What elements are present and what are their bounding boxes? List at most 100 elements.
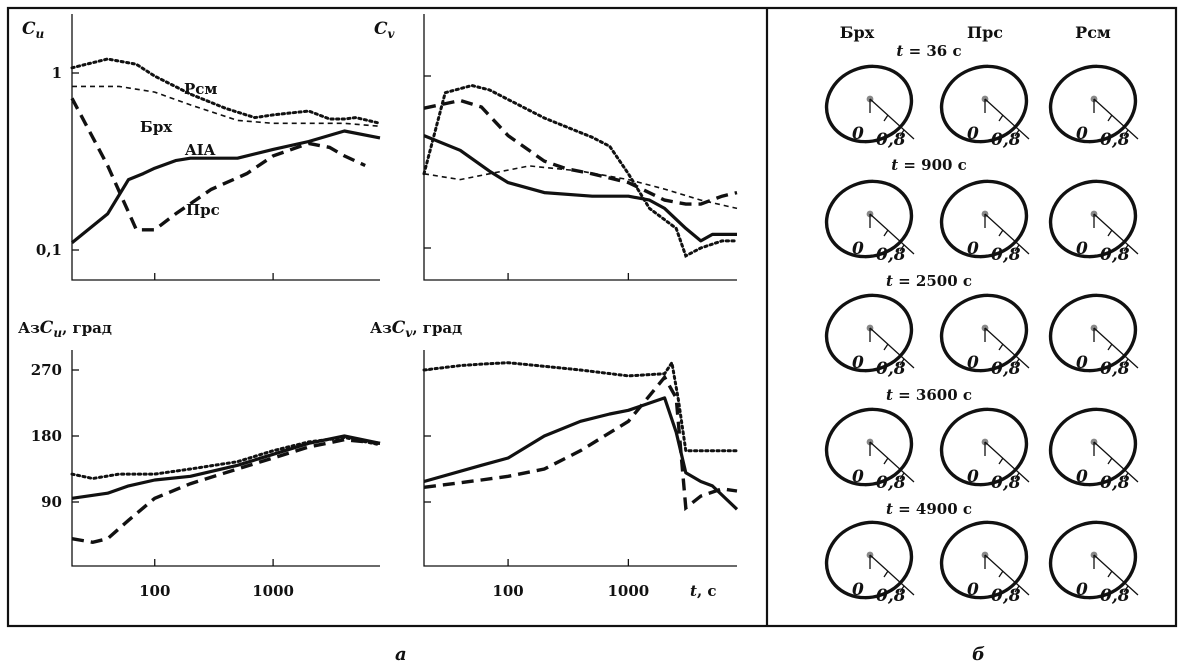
- x-tick-label: 1000: [607, 582, 649, 600]
- series-annotation: AIA: [184, 141, 216, 159]
- time-label: t = 3600 с: [886, 386, 972, 404]
- y-axis-label: АзCu, град: [18, 318, 112, 340]
- ellipse-axis: [1093, 98, 1139, 140]
- series-line-cv-2: [423, 165, 738, 210]
- chart-az-cv: 100 1000 АзCv, град t, с: [370, 318, 739, 600]
- time-var: t: [896, 42, 903, 60]
- ellipse: [939, 520, 1029, 600]
- series-line-az_cv-2: [422, 358, 739, 453]
- y-label-sub: v: [405, 326, 413, 340]
- caption-b: б: [972, 644, 985, 665]
- ellipse-axis-label-zero: 0: [1076, 467, 1088, 487]
- ellipse: [824, 293, 914, 373]
- ellipse-axis: [869, 98, 915, 140]
- chart-az-cu: 270 180 90 100 1000 АзCu, град: [18, 318, 382, 600]
- ellipse-axis-label-zero: 0: [967, 467, 979, 487]
- ellipse-axis: [984, 441, 1030, 483]
- ellipse-axis-label-value: 0,8: [1100, 359, 1130, 379]
- ellipse: [824, 64, 914, 144]
- ellipse-axis-label-value: 0,8: [991, 359, 1021, 379]
- y-label-prefix: Аз: [370, 319, 392, 337]
- ellipse-axis-label-zero: 0: [852, 580, 864, 600]
- y-label-var: C: [22, 19, 36, 39]
- series-line-cu-1: [70, 97, 366, 232]
- ellipse-axis-label-value: 0,8: [1100, 586, 1130, 606]
- ellipse-axis-label-value: 0,8: [876, 245, 906, 265]
- ellipse: [1048, 179, 1138, 259]
- chart-cu: 1 0,1 Cu Рсм Брх AIA Прс: [22, 14, 382, 281]
- y-tick-label: 180: [31, 427, 62, 445]
- series-line-cv-3: [422, 83, 739, 259]
- ellipse-axis: [1093, 441, 1139, 483]
- ellipse-axis-label-value: 0,8: [876, 473, 906, 493]
- ellipse-axis: [1093, 554, 1139, 596]
- ellipse: [939, 179, 1029, 259]
- series-line-az_cu-2: [70, 435, 382, 481]
- column-header: Брх: [840, 23, 875, 42]
- ellipse-axis-label-value: 0,8: [1100, 130, 1130, 150]
- ellipse-axis-label-zero: 0: [1076, 353, 1088, 373]
- axis-lines: [71, 14, 380, 281]
- x-tick-label: 100: [139, 582, 170, 600]
- time-label: t = 36 с: [896, 42, 961, 60]
- ellipse-axis-label-value: 0,8: [876, 130, 906, 150]
- chart-cv: Cv: [374, 14, 739, 281]
- axis-lines: [71, 350, 380, 567]
- series-line-az_cu-1: [71, 437, 381, 545]
- ellipse-axis-label-zero: 0: [852, 353, 864, 373]
- ellipse: [1048, 407, 1138, 487]
- ellipse-axis-label-zero: 0: [967, 580, 979, 600]
- ellipse-axis-label-zero: 0: [967, 239, 979, 259]
- ellipse-axis-label-zero: 0: [852, 124, 864, 144]
- ellipse: [824, 179, 914, 259]
- ellipse-axis: [1093, 327, 1139, 369]
- y-label-sub: u: [36, 27, 45, 41]
- series-annotation: Рсм: [184, 80, 217, 98]
- ellipse: [824, 407, 914, 487]
- y-axis-label: АзCv, град: [370, 318, 462, 340]
- x-tick-label: 100: [492, 582, 523, 600]
- time-var: t: [886, 272, 893, 290]
- y-label-sub: u: [53, 326, 62, 340]
- column-header: Рсм: [1075, 23, 1111, 42]
- ellipse: [939, 293, 1029, 373]
- time-value: = 4900 с: [893, 500, 972, 518]
- x-label-unit: , с: [697, 582, 717, 600]
- y-tick-label: 270: [31, 361, 62, 379]
- y-label-prefix: Аз: [18, 319, 40, 337]
- time-label: t = 2500 с: [886, 272, 972, 290]
- column-header: Прс: [967, 23, 1003, 42]
- series-line-cv-1: [423, 98, 738, 206]
- time-var: t: [891, 156, 898, 174]
- ellipse-axis: [869, 441, 915, 483]
- series-line-az_cu-0: [71, 434, 381, 500]
- time-label: t = 4900 с: [886, 500, 972, 518]
- time-var: t: [886, 500, 893, 518]
- ellipse-axis: [1093, 213, 1139, 255]
- ellipse-axis-label-value: 0,8: [991, 245, 1021, 265]
- y-label-sub: v: [388, 27, 396, 41]
- series-line-az_cv-1: [423, 374, 738, 512]
- time-value: = 2500 с: [893, 272, 972, 290]
- ellipse-axis-label-zero: 0: [852, 239, 864, 259]
- ellipse-axis-label-value: 0,8: [991, 473, 1021, 493]
- y-tick-label: 0,1: [36, 241, 62, 259]
- axis-lines: [423, 350, 737, 567]
- ellipse-axis-label-zero: 0: [1076, 580, 1088, 600]
- ellipse-axis-label-zero: 0: [1076, 239, 1088, 259]
- x-axis-label: t, с: [690, 582, 717, 600]
- y-tick-label: 90: [41, 493, 62, 511]
- ellipse: [1048, 520, 1138, 600]
- figure-border: [6, 6, 1178, 628]
- axis-lines: [423, 14, 737, 281]
- ellipse: [939, 64, 1029, 144]
- series-line-cu-0: [70, 129, 381, 244]
- y-tick-label: 1: [52, 64, 62, 82]
- series-annotation: Прс: [186, 201, 220, 219]
- y-label-var: C: [392, 318, 406, 338]
- time-value: = 3600 с: [893, 386, 972, 404]
- ellipse-axis: [984, 554, 1030, 596]
- x-tick-label: 1000: [252, 582, 294, 600]
- time-value: = 900 с: [898, 156, 967, 174]
- ellipse-axis-label-zero: 0: [967, 124, 979, 144]
